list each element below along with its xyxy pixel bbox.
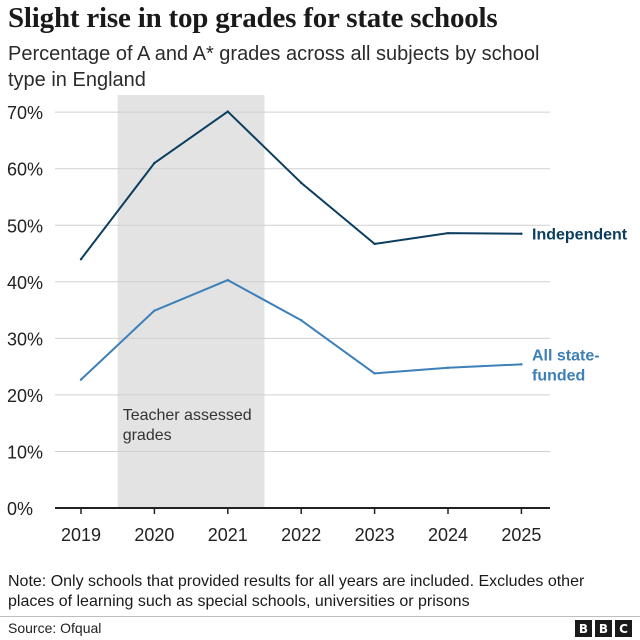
x-tick-label: 2022 xyxy=(281,525,321,545)
series-lines xyxy=(79,110,523,381)
series-label: funded xyxy=(532,367,585,384)
chart-note: Note: Only schools that provided results… xyxy=(8,573,585,610)
y-tick-label: 30% xyxy=(7,329,43,349)
x-tick-label: 2020 xyxy=(134,525,174,545)
data-point xyxy=(300,181,303,185)
x-tick-label: 2023 xyxy=(355,525,395,545)
logo-letter-b2: B xyxy=(595,620,612,637)
data-point xyxy=(373,372,376,375)
data-point xyxy=(446,366,450,369)
x-tick-label: 2019 xyxy=(61,525,101,545)
shaded-region-label: grades xyxy=(123,427,172,444)
data-point xyxy=(226,110,229,113)
data-point xyxy=(446,231,450,235)
data-point xyxy=(520,232,523,235)
data-point xyxy=(300,319,303,322)
logo-letter-b1: B xyxy=(575,620,592,637)
y-tick-label: 70% xyxy=(7,103,43,123)
shaded-region xyxy=(117,95,265,508)
data-point xyxy=(79,378,83,381)
y-tick-label: 10% xyxy=(7,442,43,462)
data-point xyxy=(153,309,156,312)
y-tick-label: 40% xyxy=(7,273,43,293)
y-tick-label: 0% xyxy=(7,499,33,519)
data-point xyxy=(373,242,376,246)
chart-labels: 0% 10% 20% 30% 40% 50% 60% 70% 2019 2020 2021 2022 2… xyxy=(7,103,628,545)
y-tick-label: 50% xyxy=(7,216,43,236)
shaded-region-label: Teacher assessed xyxy=(123,407,252,424)
x-tick-label: 2025 xyxy=(501,525,541,545)
y-tick-label: 20% xyxy=(7,386,43,406)
data-point xyxy=(79,257,83,261)
shaded-region-layer: Teacher assessed grades xyxy=(117,95,265,508)
source-text: Source: Ofqual xyxy=(8,620,102,636)
series-label: All state- xyxy=(532,347,600,364)
x-tick-label: 2024 xyxy=(428,525,468,545)
chart-title: Slight rise in top grades for state scho… xyxy=(8,2,498,34)
logo-letter-c: C xyxy=(615,620,632,637)
data-point xyxy=(153,161,156,165)
bbc-logo: B B C xyxy=(575,620,632,637)
data-point xyxy=(520,363,523,366)
footer-divider xyxy=(0,616,640,617)
y-tick-label: 60% xyxy=(7,160,43,180)
gridlines xyxy=(55,111,550,514)
chart-subtitle: Percentage of A and A* grades across all… xyxy=(8,43,540,91)
line-chart: Teacher assessed grades 0% 10% 20% 30% 40% 50%… xyxy=(7,95,628,545)
series-label: Independent xyxy=(532,227,628,244)
x-tick-label: 2021 xyxy=(208,525,248,545)
data-point xyxy=(226,278,229,282)
